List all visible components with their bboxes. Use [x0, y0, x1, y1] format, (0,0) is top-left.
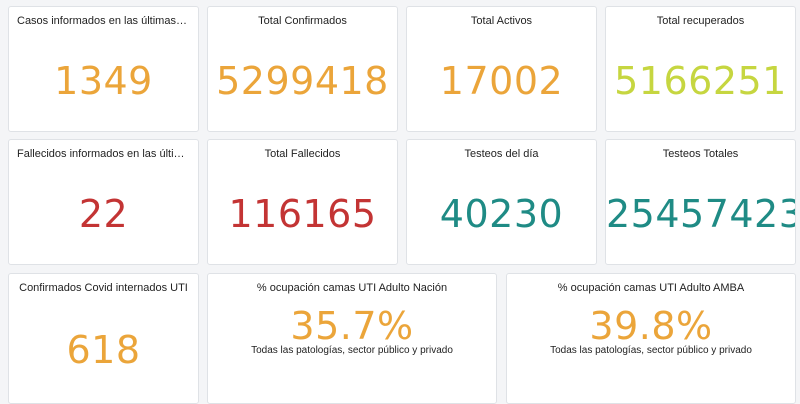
metric-value: 35.7%: [290, 304, 414, 348]
metric-value: 17002: [439, 59, 564, 103]
card-title: Total Confirmados: [258, 15, 347, 27]
card-subtitle: Todas las patologías, sector público y p…: [550, 345, 752, 356]
metric-value: 1349: [54, 59, 153, 103]
card-title: Testeos del día: [464, 148, 539, 160]
card-deaths-24h: Fallecidos informados en las últimas 24 …: [8, 139, 199, 265]
card-title: % ocupación camas UTI Adulto AMBA: [557, 282, 745, 294]
card-tests-today: Testeos del día 40230: [406, 139, 597, 265]
card-title: Testeos Totales: [662, 148, 739, 160]
metric-value: 618: [66, 328, 141, 372]
card-title: Total recuperados: [656, 15, 745, 27]
card-icu-confirmed: Confirmados Covid internados UTI 618: [8, 273, 199, 404]
card-title: Total Fallecidos: [264, 148, 341, 160]
card-icu-occupancy-amba: % ocupación camas UTI Adulto AMBA 39.8% …: [506, 273, 796, 404]
card-icu-occupancy-nacion: % ocupación camas UTI Adulto Nación 35.7…: [207, 273, 497, 404]
metric-value: 40230: [439, 192, 564, 236]
card-subtitle: Todas las patologías, sector público y p…: [251, 345, 453, 356]
card-title: % ocupación camas UTI Adulto Nación: [256, 282, 448, 294]
card-total-recovered: Total recuperados 5166251: [605, 6, 796, 132]
card-title: Casos informados en las últimas 24 horas: [17, 15, 190, 27]
metric-value: 22: [78, 192, 129, 236]
card-title: Fallecidos informados en las últimas 24 …: [17, 148, 190, 160]
card-cases-24h: Casos informados en las últimas 24 horas…: [8, 6, 199, 132]
metric-value: 25457423: [606, 192, 796, 236]
metric-value: 116165: [228, 192, 377, 236]
metric-value: 5166251: [614, 59, 787, 103]
card-title: Total Activos: [470, 15, 533, 27]
card-total-confirmed: Total Confirmados 5299418: [207, 6, 398, 132]
card-total-deaths: Total Fallecidos 116165: [207, 139, 398, 265]
card-title: Confirmados Covid internados UTI: [19, 282, 188, 294]
card-total-active: Total Activos 17002: [406, 6, 597, 132]
metric-value: 39.8%: [589, 304, 713, 348]
metric-value: 5299418: [216, 59, 389, 103]
card-tests-total: Testeos Totales 25457423: [605, 139, 796, 265]
